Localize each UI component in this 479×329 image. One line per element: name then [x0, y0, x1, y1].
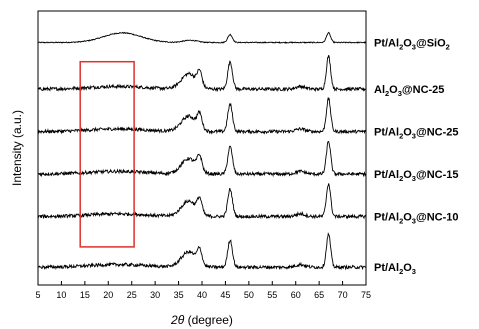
series-label-part: O — [403, 262, 412, 274]
series-label-part: 2 — [399, 267, 403, 276]
x-tick-label: 70 — [338, 290, 348, 300]
series-line — [37, 31, 367, 44]
series-label: Al2O3@NC-25 — [374, 84, 444, 98]
series-label: Pt/Al2O3@NC-25 — [374, 127, 458, 141]
series-label-part: @SiO — [416, 38, 446, 50]
series-label-part: @NC-10 — [416, 212, 459, 224]
series-label-part: Pt/Al — [374, 127, 399, 139]
series-group — [37, 31, 367, 271]
x-tick-label: 35 — [174, 290, 184, 300]
series-label-part: 3 — [412, 174, 416, 183]
x-tick-label: 65 — [314, 290, 324, 300]
series-label: Pt/Al2O3@SiO2 — [374, 38, 450, 52]
series-label-part: O — [389, 84, 398, 96]
series-label-part: O — [403, 38, 412, 50]
series-line — [37, 232, 367, 271]
series-label-part: Pt/Al — [374, 38, 399, 50]
x-tick-label: 45 — [220, 290, 230, 300]
series-label-part: Pt/Al — [374, 262, 399, 274]
x-axis-title-symbol: 2θ — [170, 313, 185, 327]
series-label-part: 2 — [399, 43, 403, 52]
series-label-part: O — [403, 212, 412, 224]
series-label-part: @NC-15 — [416, 169, 459, 181]
y-axis-title: Intensity (a.u.) — [10, 110, 24, 186]
x-tick-label: 40 — [197, 290, 207, 300]
series-label-part: 2 — [399, 174, 403, 183]
series-label-part: Al — [374, 84, 385, 96]
series-label-part: Pt/Al — [374, 212, 399, 224]
series-label-part: 3 — [412, 132, 416, 141]
series-label: Pt/Al2O3@NC-10 — [374, 212, 458, 226]
series-label-part: 2 — [385, 89, 389, 98]
series-line — [37, 55, 367, 93]
series-label-part: 3 — [412, 43, 416, 52]
series-label-part: 3 — [412, 267, 416, 276]
series-label-part: @NC-25 — [402, 84, 445, 96]
x-tick-label: 15 — [80, 290, 90, 300]
series-label-part: 3 — [412, 217, 416, 226]
series-line — [37, 183, 367, 220]
x-tick-label: 50 — [244, 290, 254, 300]
x-axis-title-unit: (degree) — [184, 313, 233, 327]
highlight-box — [79, 60, 135, 248]
series-label-part: @NC-25 — [416, 127, 459, 139]
x-tick-label: 5 — [35, 290, 40, 300]
series-label-part: 2 — [446, 43, 450, 52]
series-line — [37, 140, 367, 178]
series-label-part: O — [403, 127, 412, 139]
x-tick-label: 55 — [267, 290, 277, 300]
series-label-part: O — [403, 169, 412, 181]
plot-frame — [37, 10, 367, 286]
series-line — [37, 97, 367, 135]
x-tick-label: 10 — [56, 290, 66, 300]
x-tick-label: 25 — [127, 290, 137, 300]
series-label: Pt/Al2O3@NC-15 — [374, 169, 458, 183]
x-tick-label: 20 — [103, 290, 113, 300]
legend: Pt/Al2O3@SiO2Al2O3@NC-25Pt/Al2O3@NC-25Pt… — [374, 38, 458, 277]
x-ticks: 5 10 15 20 25 30 35 40 45 50 55 60 65 70 75 — [35, 281, 371, 300]
x-tick-label: 60 — [291, 290, 301, 300]
x-tick-label: 30 — [150, 290, 160, 300]
x-axis-title: 2θ (degree) — [170, 313, 233, 327]
series-label: Pt/Al2O3 — [374, 262, 416, 276]
series-label-part: 2 — [399, 132, 403, 141]
x-tick-label: 75 — [361, 290, 371, 300]
series-label-part: 3 — [398, 89, 402, 98]
series-label-part: 2 — [399, 217, 403, 226]
series-label-part: Pt/Al — [374, 169, 399, 181]
